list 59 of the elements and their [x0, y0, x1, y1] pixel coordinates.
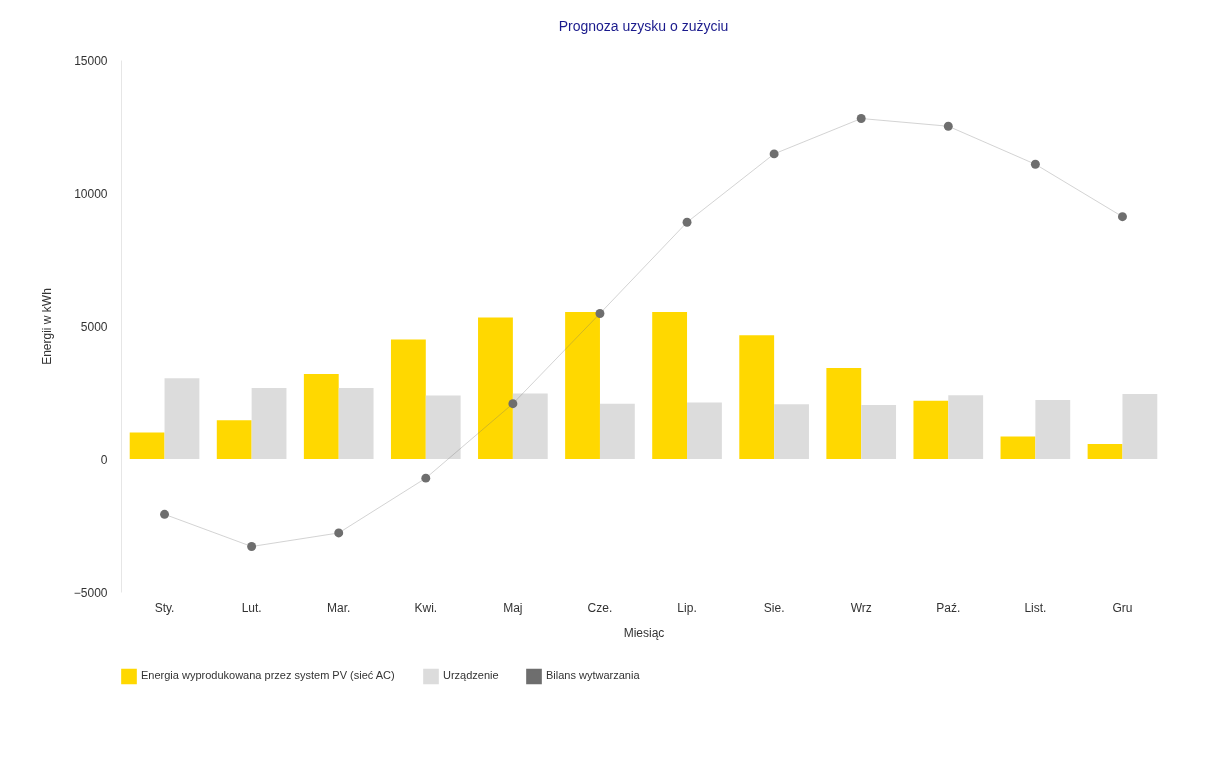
point	[595, 309, 605, 318]
point	[943, 121, 953, 131]
chart-title: Prognoza uzysku o zużyciu	[558, 18, 729, 34]
x-tick-label: Sie.	[763, 600, 785, 615]
bar	[739, 335, 775, 459]
bar	[1000, 436, 1036, 459]
point	[682, 217, 692, 227]
x-tick-label: Paź.	[936, 600, 961, 615]
point	[1117, 212, 1127, 222]
bar	[565, 311, 600, 459]
bar	[478, 317, 513, 459]
point	[334, 528, 344, 538]
bar	[774, 404, 809, 459]
bar	[1087, 444, 1123, 459]
legend-label: Urządzenie	[443, 669, 499, 682]
x-tick-label: Kwi.	[414, 600, 438, 615]
bar	[826, 368, 862, 459]
bar	[861, 405, 897, 459]
y-tick-label: 10000	[74, 186, 108, 201]
x-tick-label: Lip.	[677, 600, 697, 615]
x-tick-label: Sty.	[154, 600, 175, 615]
x-tick-label: Gru	[1112, 600, 1133, 615]
bar	[1122, 394, 1158, 459]
bar	[303, 373, 339, 459]
x-tick-label: Wrz	[850, 600, 872, 615]
bar	[913, 400, 949, 459]
bar	[390, 339, 426, 459]
point	[160, 509, 170, 519]
point	[421, 473, 431, 483]
bar	[687, 402, 722, 459]
y-tick-label: 0	[100, 452, 108, 467]
point	[508, 399, 518, 409]
bar	[948, 395, 984, 459]
x-axis-title: Miesiąc	[623, 625, 665, 640]
legend-label: Bilans wytwarzania	[546, 669, 641, 682]
legend-label: Energia wyprodukowana przez system PV (sieć AC)	[141, 669, 395, 682]
point	[1030, 159, 1040, 169]
x-tick-label: List.	[1024, 600, 1047, 615]
y-tick-label: 5000	[80, 319, 108, 334]
bar	[425, 395, 461, 459]
x-tick-label: Mar.	[327, 600, 351, 615]
point	[769, 149, 779, 159]
bar	[652, 311, 688, 459]
bar	[599, 403, 635, 459]
point	[247, 542, 257, 551]
point	[856, 114, 866, 123]
bar	[129, 432, 165, 459]
x-tick-label: Lut.	[241, 600, 262, 615]
bar	[338, 387, 374, 459]
bar	[1035, 399, 1071, 459]
x-tick-label: Cze.	[587, 600, 613, 615]
y-axis-title: Energii w kWh	[39, 288, 54, 365]
y-tick-label: −5000	[73, 585, 108, 600]
bar	[164, 378, 200, 459]
y-tick-label: 15000	[74, 53, 108, 68]
x-tick-label: Maj	[503, 600, 523, 615]
bar	[216, 420, 252, 459]
bar	[512, 393, 548, 459]
bar	[251, 387, 287, 459]
